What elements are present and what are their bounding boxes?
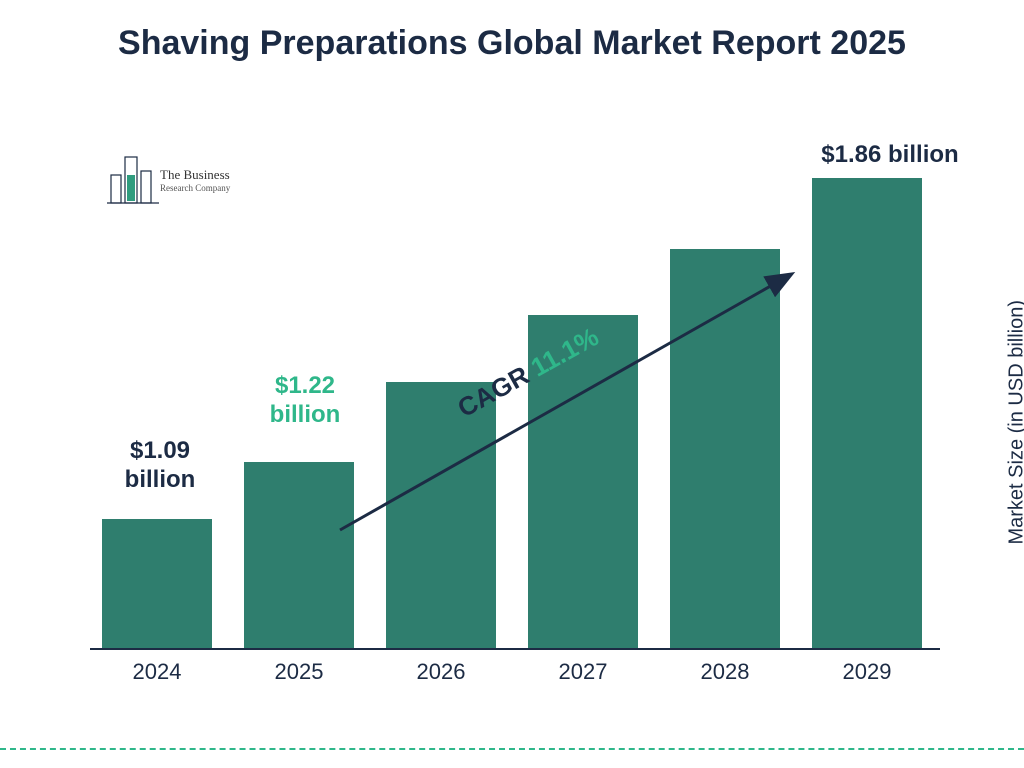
chart-title: Shaving Preparations Global Market Repor… [0,22,1024,65]
x-tick-label: 2028 [670,659,780,685]
value-label: $1.22billion [235,372,375,430]
divider-line [0,748,1024,750]
y-axis-label: Market Size (in USD billion) [1006,300,1024,545]
value-label: $1.86 billion [790,141,990,170]
bar-chart: 2024 2025 2026 2027 2028 2029 $1.09billion$1.… [90,130,940,690]
x-tick-label: 2027 [528,659,638,685]
bar [244,462,354,648]
x-axis-line [90,648,940,650]
x-tick-label: 2029 [812,659,922,685]
bar [812,178,922,648]
bar [670,249,780,648]
x-tick-label: 2024 [102,659,212,685]
bar [102,519,212,648]
bar [386,382,496,648]
value-label: $1.09billion [90,437,230,495]
x-tick-label: 2025 [244,659,354,685]
x-tick-label: 2026 [386,659,496,685]
